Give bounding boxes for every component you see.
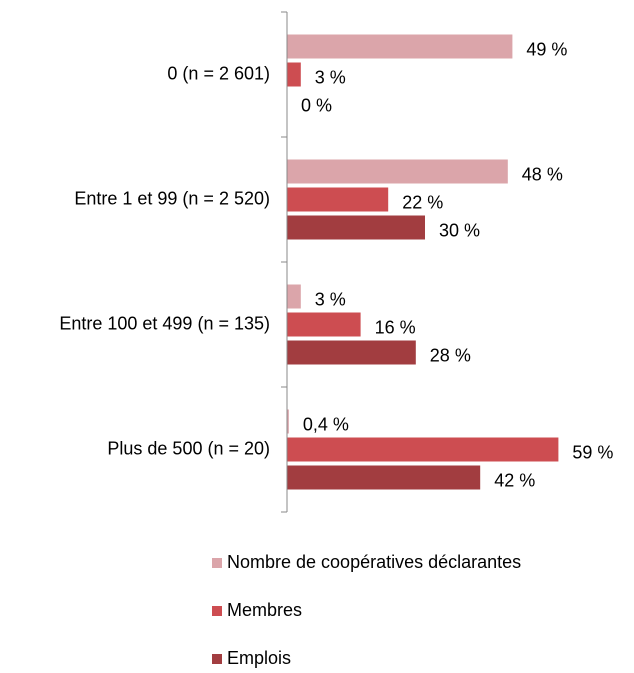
bar: [287, 465, 481, 490]
legend-label: Membres: [227, 600, 302, 620]
value-label: 3 %: [315, 289, 346, 309]
legend-label: Emplois: [227, 648, 291, 668]
bar: [287, 34, 513, 59]
category-label: Plus de 500 (n = 20): [107, 438, 270, 458]
bar: [287, 215, 425, 240]
category-label: Entre 1 et 99 (n = 2 520): [74, 188, 270, 208]
bar: [287, 62, 301, 87]
value-label: 0,4 %: [303, 414, 349, 434]
legend-swatch: [212, 606, 222, 616]
legend-swatch: [212, 654, 222, 664]
value-label: 28 %: [430, 345, 471, 365]
value-label: 3 %: [315, 67, 346, 87]
bar: [287, 159, 508, 184]
value-label: 22 %: [402, 192, 443, 212]
value-label: 49 %: [526, 39, 567, 59]
value-label: 42 %: [494, 470, 535, 490]
bar: [287, 284, 301, 309]
value-label: 0 %: [301, 95, 332, 115]
legend-label: Nombre de coopératives déclarantes: [227, 552, 521, 572]
category-label: Entre 100 et 499 (n = 135): [59, 313, 270, 333]
value-label: 48 %: [522, 164, 563, 184]
legend-swatch: [212, 558, 222, 568]
bar: [287, 437, 559, 462]
bar: [287, 187, 389, 212]
bar: [287, 409, 289, 434]
bar: [287, 312, 361, 337]
value-label: 30 %: [439, 220, 480, 240]
category-label: 0 (n = 2 601): [167, 63, 270, 83]
bar: [287, 340, 416, 365]
value-label: 16 %: [375, 317, 416, 337]
value-label: 59 %: [572, 442, 613, 462]
